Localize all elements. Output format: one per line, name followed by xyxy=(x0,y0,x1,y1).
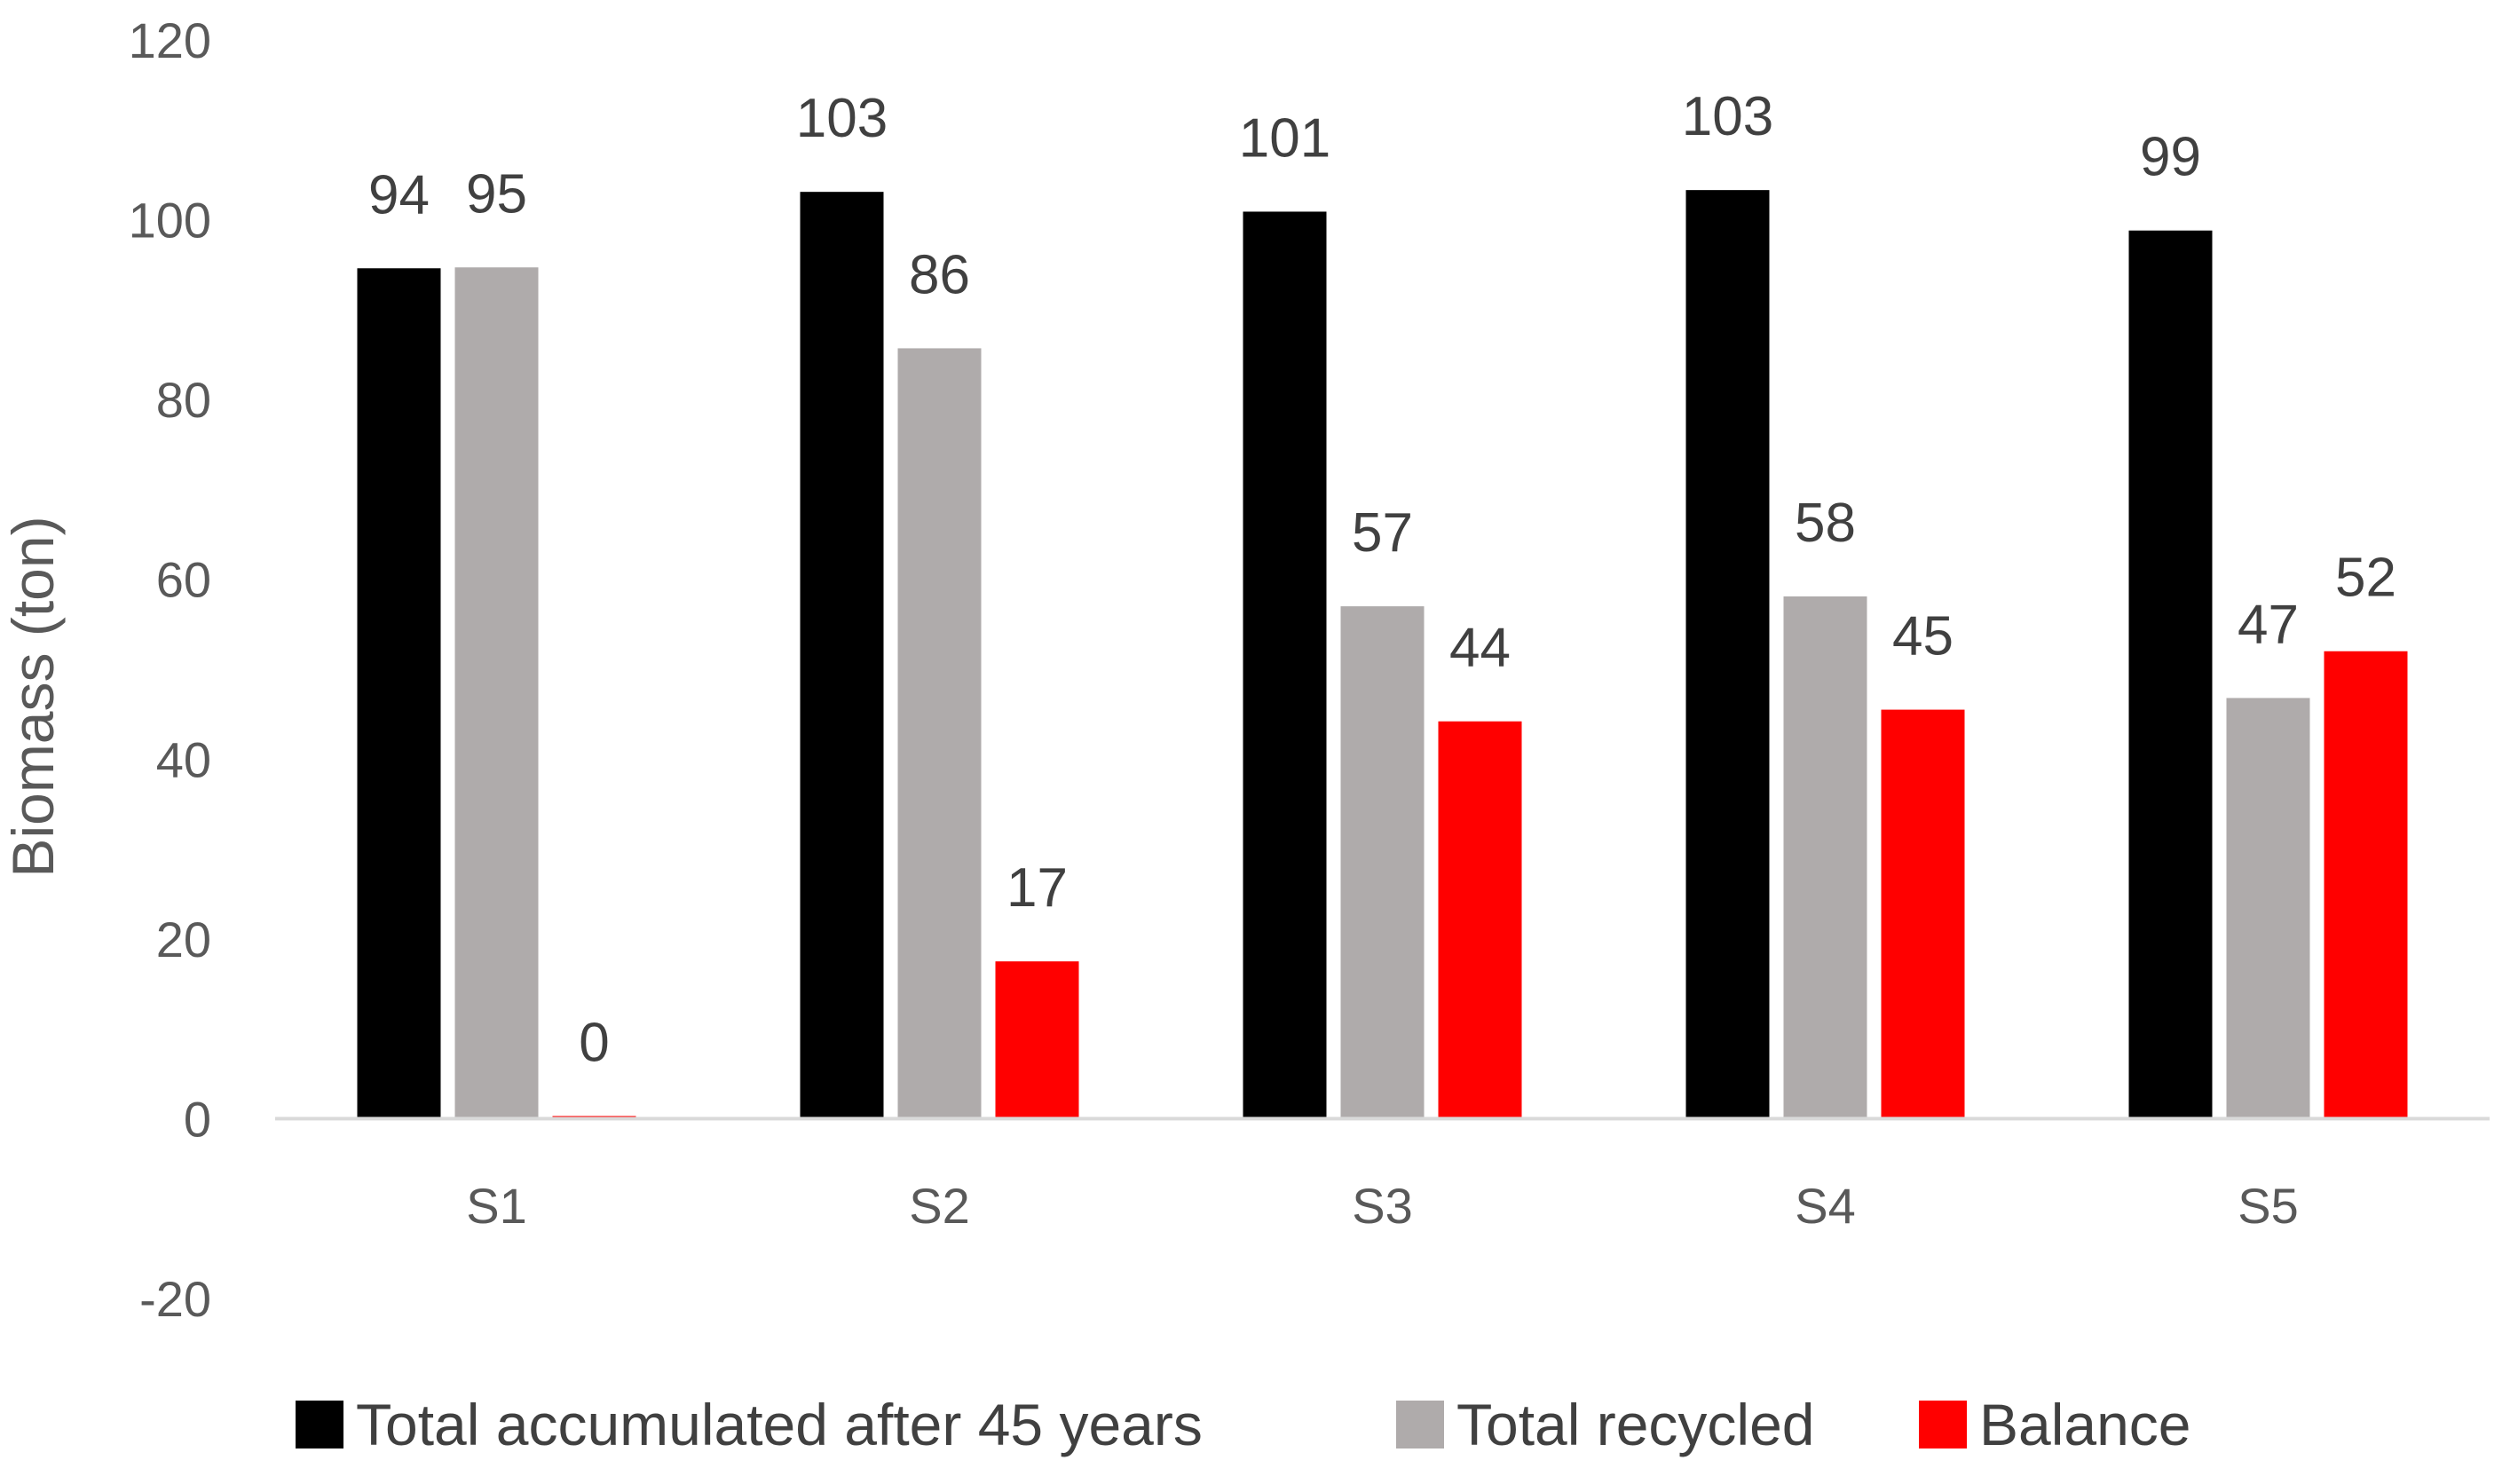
data-labels-group: 94 95 0 103 86 17 101 57 44 103 58 45 99 47 52 xyxy=(368,86,2396,1073)
x-tick-label: S2 xyxy=(909,1178,970,1234)
data-label: 58 xyxy=(1795,493,1856,554)
bar-s4-2 xyxy=(1881,709,1965,1119)
x-tick-label: S4 xyxy=(1795,1178,1856,1234)
legend-label: Total accumulated after 45 years xyxy=(356,1392,1203,1457)
data-label: 44 xyxy=(1449,618,1511,679)
x-tick-label: S3 xyxy=(1352,1178,1413,1234)
bar-s5-2 xyxy=(2324,651,2408,1119)
y-tick-label: 20 xyxy=(156,912,211,967)
data-label: 95 xyxy=(466,163,527,225)
y-tick-label: 40 xyxy=(156,731,211,787)
data-label: 103 xyxy=(1682,86,1773,147)
bar-s5-0 xyxy=(2128,230,2213,1119)
y-tick-label: 60 xyxy=(156,552,211,608)
bar-s1-0 xyxy=(357,268,441,1119)
data-label: 57 xyxy=(1352,502,1413,564)
data-label: 86 xyxy=(909,244,970,305)
legend-swatch xyxy=(296,1401,343,1448)
legend-label: Balance xyxy=(1979,1392,2191,1457)
data-label: 99 xyxy=(2140,127,2201,188)
y-tick-label: 100 xyxy=(129,193,211,249)
data-label: 101 xyxy=(1239,107,1330,169)
legend-label: Total recycled xyxy=(1456,1392,1815,1457)
bar-s2-2 xyxy=(995,961,1079,1119)
legend: Total accumulated after 45 years Total re… xyxy=(296,1392,2191,1457)
data-label: 52 xyxy=(2335,548,2396,609)
bars-group xyxy=(357,190,2408,1119)
y-tick-label: 0 xyxy=(184,1091,211,1147)
legend-swatch xyxy=(1919,1401,1967,1448)
data-label: 94 xyxy=(368,164,430,225)
y-axis-ticks: -20 0 20 40 60 80 100 120 xyxy=(129,12,211,1327)
legend-swatch xyxy=(1396,1401,1444,1448)
bar-s4-1 xyxy=(1783,596,1867,1119)
bar-s2-1 xyxy=(897,348,982,1119)
bar-s2-0 xyxy=(800,192,884,1119)
y-axis-title: Biomass (ton) xyxy=(0,516,66,877)
y-tick-label: -20 xyxy=(139,1271,211,1327)
x-tick-label: S1 xyxy=(466,1178,527,1234)
bar-s3-2 xyxy=(1438,721,1522,1119)
data-label: 103 xyxy=(796,88,888,149)
bar-s3-1 xyxy=(1340,606,1425,1119)
data-label: 17 xyxy=(1006,857,1068,919)
x-axis-category-labels: S1 S2 S3 S4 S5 xyxy=(466,1178,2299,1234)
bar-s3-0 xyxy=(1243,211,1327,1119)
bar-s4-0 xyxy=(1685,190,1770,1119)
data-label: 0 xyxy=(579,1012,609,1073)
y-tick-label: 80 xyxy=(156,372,211,428)
data-label: 45 xyxy=(1892,606,1954,667)
y-tick-label: 120 xyxy=(129,12,211,68)
data-label: 47 xyxy=(2238,594,2299,655)
bar-s1-1 xyxy=(454,267,539,1119)
x-tick-label: S5 xyxy=(2238,1178,2299,1234)
bar-s5-1 xyxy=(2226,698,2310,1119)
